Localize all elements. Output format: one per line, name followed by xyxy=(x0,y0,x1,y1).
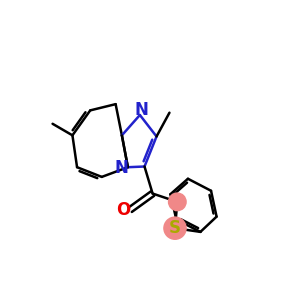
Text: O: O xyxy=(116,201,130,219)
Text: S: S xyxy=(169,219,181,237)
Text: N: N xyxy=(114,159,128,177)
Circle shape xyxy=(164,217,186,239)
Circle shape xyxy=(169,193,186,211)
Text: N: N xyxy=(134,101,148,119)
